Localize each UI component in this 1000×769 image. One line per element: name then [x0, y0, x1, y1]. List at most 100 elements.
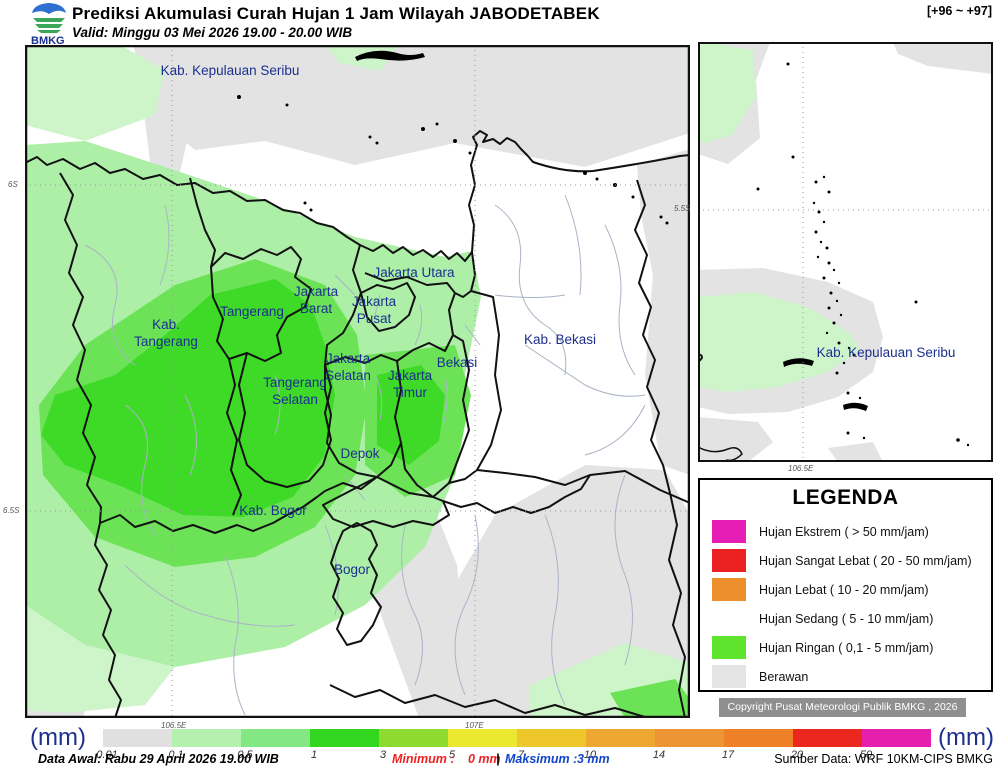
region-labels: Kab. Kepulauan Seribu Jakarta Utara Jaka…	[134, 63, 596, 577]
label-jakarta-barat-1: Jakarta	[294, 284, 339, 299]
copyright-bar: Copyright Pusat Meteorologi Publik BMKG …	[719, 698, 966, 717]
maksimum-value: 3 mm	[577, 752, 610, 766]
scale-tick-label: 1	[310, 749, 318, 761]
legend-label: Hujan Ringan ( 0,1 - 5 mm/jam)	[759, 640, 934, 655]
scale-tick-label: 0.5	[237, 749, 253, 761]
svg-text:Kab. Bekasi: Kab. Bekasi	[524, 332, 596, 347]
scale-segment	[724, 729, 793, 747]
valid-subtitle: Valid: Minggu 03 Mei 2026 19.00 - 20.00 …	[72, 25, 353, 40]
legend-label: Hujan Sedang ( 5 - 10 mm/jam)	[759, 611, 934, 626]
scale-segment	[655, 729, 724, 747]
svg-text:Kab. Kepulauan Seribu: Kab. Kepulauan Seribu	[817, 345, 956, 360]
main-map: Kab. Kepulauan Seribu Jakarta Utara Jaka…	[3, 44, 691, 730]
label-bekasi: Bekasi	[437, 355, 478, 370]
inset-island-marks	[756, 62, 970, 447]
inset-coast-fragment	[697, 446, 743, 462]
legend-swatch	[712, 520, 746, 543]
rain-area-shapes	[25, 45, 690, 718]
scale-segment	[172, 729, 241, 747]
inset-label-kepulauan-seribu: Kab. Kepulauan Seribu	[817, 345, 956, 360]
svg-text:Kab. Kepulauan Seribu: Kab. Kepulauan Seribu	[161, 63, 300, 78]
minimum-value: 0 mm	[468, 752, 501, 766]
scale-tick-label: 20	[790, 749, 804, 761]
scale-segment	[586, 729, 655, 747]
bmkg-logo-text: BMKG	[31, 35, 65, 47]
inset-map-border	[698, 42, 993, 462]
label-kab-bekasi: Kab. Bekasi	[524, 332, 596, 347]
legend-label: Hujan Ekstrem ( > 50 mm/jam)	[759, 524, 929, 539]
label-kab-kepulauan-seribu: Kab. Kepulauan Seribu	[161, 63, 300, 78]
label-tangerang-selatan-2: Selatan	[272, 392, 318, 407]
label-depok: Depok	[340, 446, 379, 461]
label-jakarta-utara: Jakarta Utara	[373, 265, 455, 280]
inset-graticule	[698, 42, 993, 462]
legend-item: Hujan Sedang ( 5 - 10 mm/jam)	[700, 604, 991, 633]
label-bogor: Bogor	[334, 562, 371, 577]
svg-text:Jakarta Utara: Jakarta Utara	[373, 265, 455, 280]
svg-text:Bogor: Bogor	[334, 562, 371, 577]
maksimum-label: Maksimum :	[505, 752, 578, 766]
main-map-canvas: Kab. Kepulauan Seribu Jakarta Utara Jaka…	[24, 44, 691, 719]
data-awal-text: Data Awal: Rabu 29 April 2026 19.00 WIB	[38, 752, 279, 766]
legend-swatch	[712, 549, 746, 572]
svg-text:Tangerang: Tangerang	[220, 304, 284, 319]
label-jakarta-pusat-1: Jakarta	[352, 294, 397, 309]
scale-segment	[241, 729, 310, 747]
legend-item: Hujan Ringan ( 0,1 - 5 mm/jam)	[700, 633, 991, 662]
scale-unit-left: (mm)	[30, 724, 86, 751]
inset-map-canvas: Kab. Kepulauan Seribu	[697, 42, 993, 462]
label-tangerang-selatan-1: Tangerang	[263, 375, 327, 390]
label-jakarta-selatan-2: Selatan	[325, 368, 371, 383]
label-kab-tangerang-2: Tangerang	[134, 334, 198, 349]
legend-item: Hujan Sangat Lebat ( 20 - 50 mm/jam)	[700, 546, 991, 575]
svg-text:Kab. Bogor: Kab. Bogor	[239, 503, 307, 518]
label-jakarta-barat-2: Barat	[300, 301, 333, 316]
legend-label: Hujan Lebat ( 10 - 20 mm/jam)	[759, 582, 929, 597]
legend-item: Berawan	[700, 662, 991, 691]
legend-box: LEGENDA Hujan Ekstrem ( > 50 mm/jam) Huja…	[698, 478, 993, 692]
scale-segment	[862, 729, 931, 747]
legend-title: LEGENDA	[792, 486, 899, 509]
scale-tick-label: 5	[448, 749, 456, 761]
scale-tick-label: 14	[652, 749, 666, 761]
label-kab-bogor: Kab. Bogor	[239, 503, 307, 518]
legend-swatch	[712, 636, 746, 659]
svg-text:Bekasi: Bekasi	[437, 355, 478, 370]
svg-text:Depok: Depok	[340, 446, 379, 461]
min-max-separator: |	[496, 752, 500, 766]
label-jakarta-timur-1: Jakarta	[388, 368, 433, 383]
scale-segment	[448, 729, 517, 747]
inset-lat-tick: 5.5S	[674, 204, 691, 213]
scale-segment	[793, 729, 862, 747]
legend-items: Hujan Ekstrem ( > 50 mm/jam) Hujan Sangat…	[700, 517, 991, 691]
color-scale-bar	[103, 729, 931, 747]
page-title: Prediksi Akumulasi Curah Hujan 1 Jam Wil…	[72, 4, 600, 23]
label-jakarta-pusat-2: Pusat	[357, 311, 392, 326]
label-kab-tangerang-1: Kab.	[152, 317, 180, 332]
forecast-hour-range: [+96 ~ +97]	[927, 4, 992, 18]
island-marks	[237, 50, 669, 225]
scale-tick-label: 0.01	[96, 749, 118, 761]
inset-rain-shapes	[698, 42, 860, 392]
label-tangerang: Tangerang	[220, 304, 284, 319]
subdistrict-lines	[84, 194, 646, 716]
scale-segment	[517, 729, 586, 747]
legend-item: Hujan Lebat ( 10 - 20 mm/jam)	[700, 575, 991, 604]
lon-tick-107e: 107E	[465, 721, 484, 730]
scale-tick-label: 50	[859, 749, 873, 761]
scale-tick-label: 7	[517, 749, 525, 761]
bmkg-logo: BMKG	[31, 3, 66, 47]
scale-segment	[103, 729, 172, 747]
legend-swatch	[712, 578, 746, 601]
legend-item: Hujan Ekstrem ( > 50 mm/jam)	[700, 517, 991, 546]
scale-tick-label: 3	[379, 749, 387, 761]
lat-tick-6s: 6S	[8, 180, 18, 189]
legend-label: Berawan	[759, 669, 809, 684]
svg-text:Kab.Tangerang: Kab. Tangerang	[134, 317, 198, 349]
label-jakarta-timur-2: Timur	[393, 385, 427, 400]
scale-tick-label: 0.1	[168, 749, 184, 761]
